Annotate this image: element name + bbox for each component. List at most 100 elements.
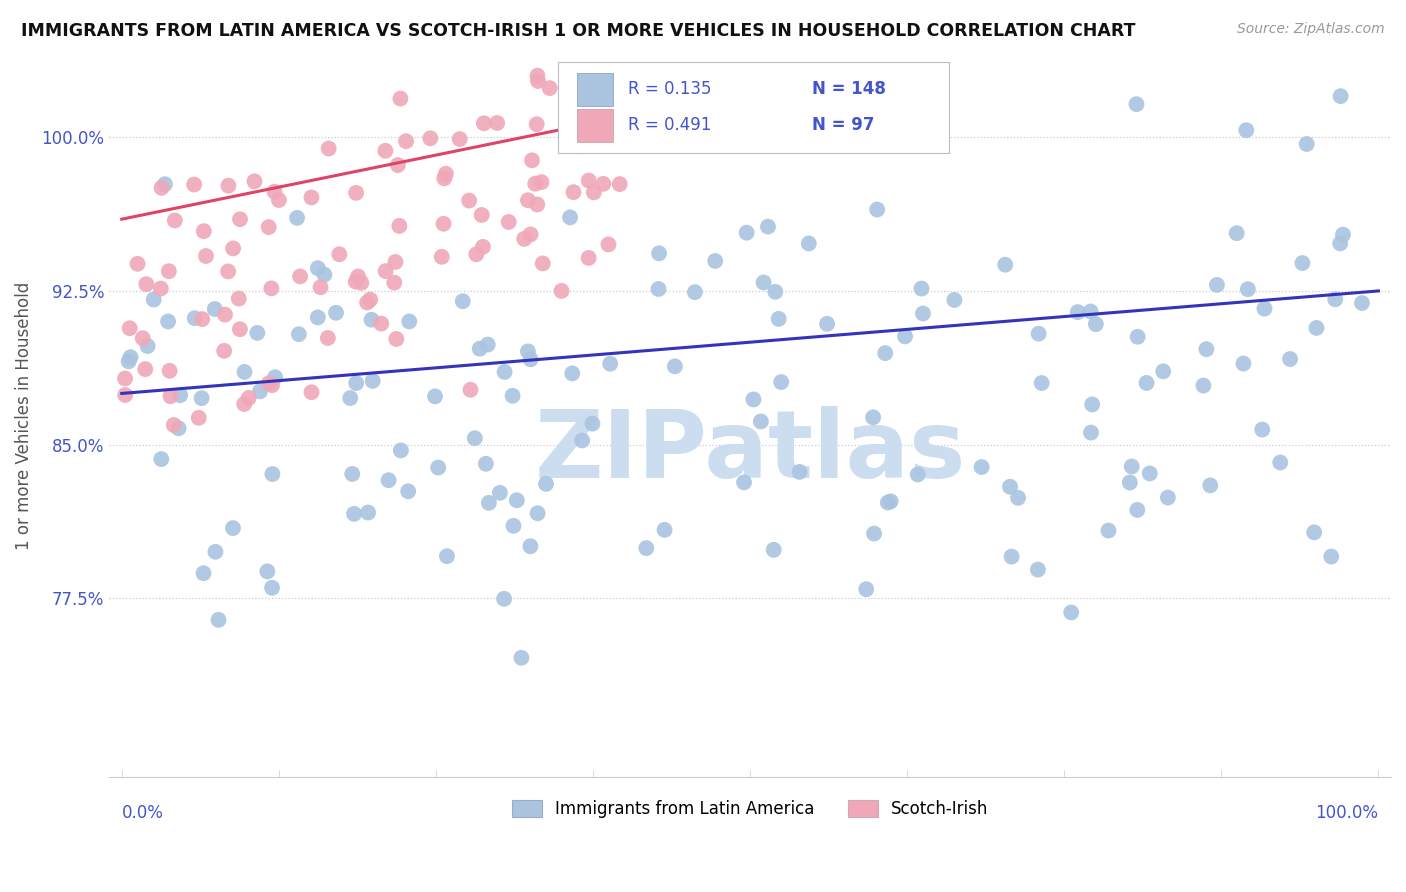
Point: [572, 103, 595, 117]
Point: [398, 314, 420, 328]
Point: [598, 237, 620, 252]
Point: [489, 486, 512, 500]
Point: [233, 397, 256, 411]
Point: [550, 284, 572, 298]
Point: [229, 322, 252, 336]
Point: [879, 494, 901, 508]
Point: [243, 174, 266, 188]
Point: [592, 177, 614, 191]
Point: [1125, 97, 1147, 112]
Point: [683, 285, 706, 300]
Point: [214, 308, 236, 322]
Point: [167, 421, 190, 435]
Point: [238, 391, 260, 405]
Point: [246, 326, 269, 340]
Point: [260, 281, 283, 295]
Point: [600, 137, 623, 152]
Point: [193, 224, 215, 238]
Point: [506, 493, 529, 508]
Point: [342, 467, 364, 481]
Point: [229, 212, 252, 227]
Point: [471, 240, 494, 254]
Point: [513, 232, 536, 246]
FancyBboxPatch shape: [576, 73, 613, 105]
Point: [911, 306, 934, 320]
Point: [1331, 227, 1354, 242]
Point: [910, 282, 932, 296]
Point: [396, 484, 419, 499]
Point: [1060, 606, 1083, 620]
Point: [534, 476, 557, 491]
Point: [1028, 326, 1050, 341]
Point: [344, 186, 367, 200]
Point: [581, 417, 603, 431]
Point: [793, 89, 815, 103]
Point: [347, 269, 370, 284]
Point: [1126, 503, 1149, 517]
Point: [260, 378, 283, 392]
Point: [157, 264, 180, 278]
Point: [222, 521, 245, 535]
Point: [1139, 467, 1161, 481]
Point: [169, 388, 191, 402]
Point: [742, 392, 765, 407]
Point: [357, 506, 380, 520]
Point: [1121, 459, 1143, 474]
Point: [770, 375, 793, 389]
Point: [118, 354, 141, 368]
Point: [527, 74, 550, 88]
Point: [464, 431, 486, 445]
Point: [262, 467, 284, 481]
Point: [328, 247, 350, 261]
Point: [731, 89, 754, 103]
Point: [350, 276, 373, 290]
Y-axis label: 1 or more Vehicles in Household: 1 or more Vehicles in Household: [15, 282, 32, 550]
Point: [193, 566, 215, 581]
Point: [207, 613, 229, 627]
Point: [343, 507, 366, 521]
Point: [1295, 136, 1317, 151]
Point: [815, 317, 838, 331]
Point: [118, 321, 141, 335]
Point: [907, 467, 929, 482]
Point: [530, 175, 553, 189]
Point: [486, 116, 509, 130]
Point: [288, 269, 311, 284]
Point: [970, 460, 993, 475]
Point: [114, 388, 136, 402]
Point: [159, 389, 181, 403]
Point: [150, 181, 173, 195]
Point: [427, 460, 450, 475]
Point: [1080, 304, 1102, 318]
Text: R = 0.491: R = 0.491: [628, 117, 711, 135]
Point: [228, 292, 250, 306]
Point: [419, 131, 441, 145]
Point: [609, 177, 631, 191]
Point: [571, 434, 593, 448]
Point: [494, 365, 516, 379]
Point: [374, 264, 396, 278]
Point: [1195, 342, 1218, 356]
Point: [257, 376, 280, 391]
Point: [217, 264, 239, 278]
Point: [318, 142, 340, 156]
Point: [768, 311, 790, 326]
Point: [1251, 423, 1274, 437]
Point: [314, 268, 336, 282]
Text: IMMIGRANTS FROM LATIN AMERICA VS SCOTCH-IRISH 1 OR MORE VEHICLES IN HOUSEHOLD CO: IMMIGRANTS FROM LATIN AMERICA VS SCOTCH-…: [21, 22, 1136, 40]
Point: [449, 132, 471, 146]
Point: [1237, 282, 1260, 296]
Point: [578, 251, 600, 265]
Point: [183, 178, 205, 192]
Point: [538, 81, 561, 95]
Point: [436, 549, 458, 564]
Point: [1119, 475, 1142, 490]
Point: [519, 352, 541, 367]
Point: [863, 526, 886, 541]
Point: [374, 144, 396, 158]
Point: [526, 117, 548, 131]
Point: [222, 241, 245, 255]
Point: [301, 190, 323, 204]
Point: [150, 452, 173, 467]
Point: [502, 519, 524, 533]
